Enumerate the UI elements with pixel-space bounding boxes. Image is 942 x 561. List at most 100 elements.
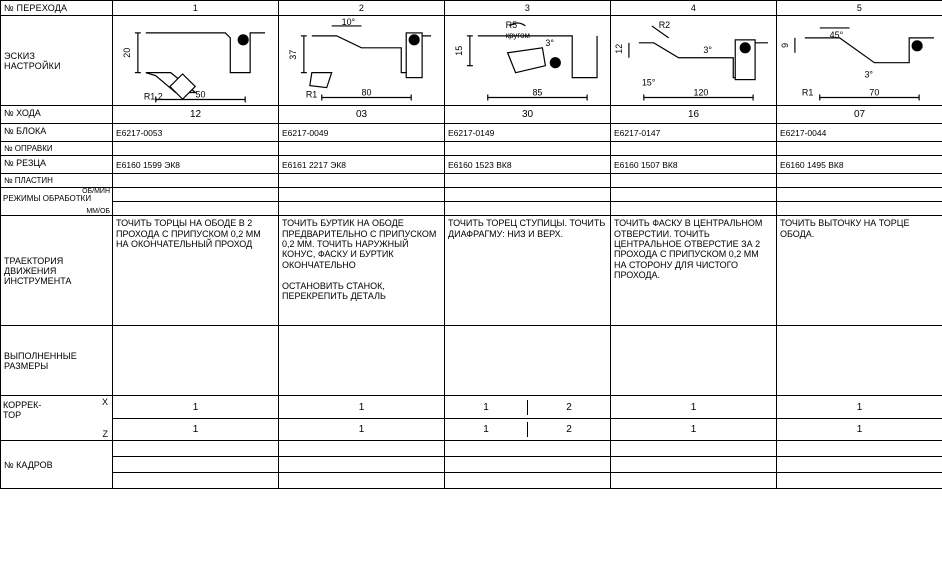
opravki-2 [279, 142, 445, 156]
kad3-2 [279, 473, 445, 489]
sketch-3: R5 кругом 3° 15 85 [445, 16, 611, 106]
d1-dim-h: 50 [196, 89, 206, 99]
kad1-3 [445, 441, 611, 457]
label-traekt: ТРАЕКТОРИЯ ДВИЖЕНИЯ ИНСТРУМЕНТА [1, 216, 113, 326]
rezhimy2-2 [279, 202, 445, 216]
opravki-5 [777, 142, 942, 156]
kad2-4 [611, 457, 777, 473]
d4-angle1: 3° [703, 45, 712, 55]
plastin-3 [445, 174, 611, 188]
kad2-3 [445, 457, 611, 473]
label-kadrov: № КАДРОВ [1, 441, 113, 489]
rezca-3: Е6160 1523 ВК8 [445, 156, 611, 174]
d5-radius: R1 [802, 88, 813, 98]
d5-dim-v: 9 [780, 43, 790, 48]
process-sheet: № ПЕРЕХОДА 1 2 3 4 5 ЭСКИЗ НАСТРОЙКИ [0, 0, 942, 561]
label-korrek-x: X [102, 397, 108, 407]
label-eskiz-top: ЭСКИЗ [4, 51, 109, 61]
kor2-4: 1 [611, 418, 777, 441]
kor2-5: 1 [777, 418, 942, 441]
kor1-3: 1 2 [445, 396, 611, 419]
hoda-4: 16 [611, 106, 777, 124]
d4-dim-h: 120 [694, 88, 709, 98]
label-bloka: № БЛОКА [1, 124, 113, 142]
sketch-5: 45° 3° 9 R1 70 [777, 16, 942, 106]
hoda-3: 30 [445, 106, 611, 124]
vypoln-4 [611, 326, 777, 396]
kor2-3b: 2 [528, 422, 611, 437]
traekt-2: ТОЧИТЬ БУРТИК НА ОБОДЕ ПРЕДВАРИТЕЛЬНО С … [279, 216, 445, 326]
kad1-1 [113, 441, 279, 457]
d2-dim-v: 37 [288, 50, 298, 60]
opravki-3 [445, 142, 611, 156]
kor2-3: 1 2 [445, 418, 611, 441]
sketch-2-svg: 10° 37 80 R1 [282, 18, 441, 103]
bloka-1: Е6217-0053 [113, 124, 279, 142]
kad3-3 [445, 473, 611, 489]
kad3-4 [611, 473, 777, 489]
rezhimy2-3 [445, 202, 611, 216]
label-eskiz-bot: НАСТРОЙКИ [4, 61, 109, 71]
bloka-3: Е6217-0149 [445, 124, 611, 142]
sketch-3-svg: R5 кругом 3° 15 85 [448, 18, 607, 103]
d2-dim-h: 80 [362, 88, 372, 98]
bloka-5: Е6217-0044 [777, 124, 942, 142]
d1-dim-v: 20 [122, 48, 132, 58]
label-korrek: КОРРЕК- ТОР X Z [1, 396, 113, 441]
kor1-1: 1 [113, 396, 279, 419]
d2-angle: 10° [342, 18, 356, 27]
rezca-2: Е6161 2217 ЭК8 [279, 156, 445, 174]
label-rezca: № РЕЗЦА [1, 156, 113, 174]
traekt-4: ТОЧИТЬ ФАСКУ В ЦЕНТРАЛЬНОМ ОТВЕРСТИИ. ТО… [611, 216, 777, 326]
rezca-5: Е6160 1495 ВК8 [777, 156, 942, 174]
vypoln-3 [445, 326, 611, 396]
plastin-4 [611, 174, 777, 188]
kad2-5 [777, 457, 942, 473]
kad2-1 [113, 457, 279, 473]
label-korrek-z: Z [103, 429, 109, 439]
d4-angle2: 15° [642, 78, 656, 88]
d5-angle1: 45° [830, 30, 844, 40]
kad1-5 [777, 441, 942, 457]
rezca-1: Е6160 1599 ЭК8 [113, 156, 279, 174]
d1-radius: R1,2 [144, 91, 163, 101]
rezca-4: Е6160 1507 ВК8 [611, 156, 777, 174]
traekt-1: ТОЧИТЬ ТОРЦЫ НА ОБОДЕ В 2 ПРОХОДА С ПРИП… [113, 216, 279, 326]
rezhimy1-4 [611, 188, 777, 202]
d5-dim-h: 70 [869, 88, 879, 98]
sketch-4: R2 3° 15° 12 120 [611, 16, 777, 106]
kor1-4: 1 [611, 396, 777, 419]
rezhimy1-3 [445, 188, 611, 202]
kad3-1 [113, 473, 279, 489]
opravki-1 [113, 142, 279, 156]
label-vypoln: ВЫПОЛНЕННЫЕ РАЗМЕРЫ [1, 326, 113, 396]
label-rezhimy-sub1: ОБ/МИН [82, 188, 110, 195]
d3-dim-h: 85 [532, 88, 542, 98]
kor1-5: 1 [777, 396, 942, 419]
label-opravki: № ОПРАВКИ [1, 142, 113, 156]
colnum-1: 1 [113, 1, 279, 16]
kad1-4 [611, 441, 777, 457]
sketch-1: 20 50 R1,2 [113, 16, 279, 106]
hoda-1: 12 [113, 106, 279, 124]
d3-note: кругом [506, 31, 530, 40]
label-korrek-text: КОРРЕК- ТОР [3, 400, 41, 420]
main-table: № ПЕРЕХОДА 1 2 3 4 5 ЭСКИЗ НАСТРОЙКИ [0, 0, 942, 489]
rezhimy2-1 [113, 202, 279, 216]
label-rezhimy-text: РЕЖИМЫ ОБРАБОТКИ [3, 194, 91, 203]
d3-radius: R5 [506, 20, 517, 30]
kor2-2: 1 [279, 418, 445, 441]
sketch-1-svg: 20 50 R1,2 [116, 18, 275, 103]
label-rezhimy: РЕЖИМЫ ОБРАБОТКИ ОБ/МИН ММ/ОБ [1, 188, 113, 216]
rezhimy1-2 [279, 188, 445, 202]
traekt-3: ТОЧИТЬ ТОРЕЦ СТУПИЦЫ. ТОЧИТЬ ДИАФРАГМУ: … [445, 216, 611, 326]
sketch-2: 10° 37 80 R1 [279, 16, 445, 106]
colnum-5: 5 [777, 1, 942, 16]
bloka-4: Е6217-0147 [611, 124, 777, 142]
kad1-2 [279, 441, 445, 457]
kor1-3b: 2 [528, 400, 611, 415]
rezhimy1-5 [777, 188, 942, 202]
label-eskiz: ЭСКИЗ НАСТРОЙКИ [1, 16, 113, 106]
d3-dim-v: 15 [454, 46, 464, 56]
d4-radius: R2 [659, 20, 670, 30]
